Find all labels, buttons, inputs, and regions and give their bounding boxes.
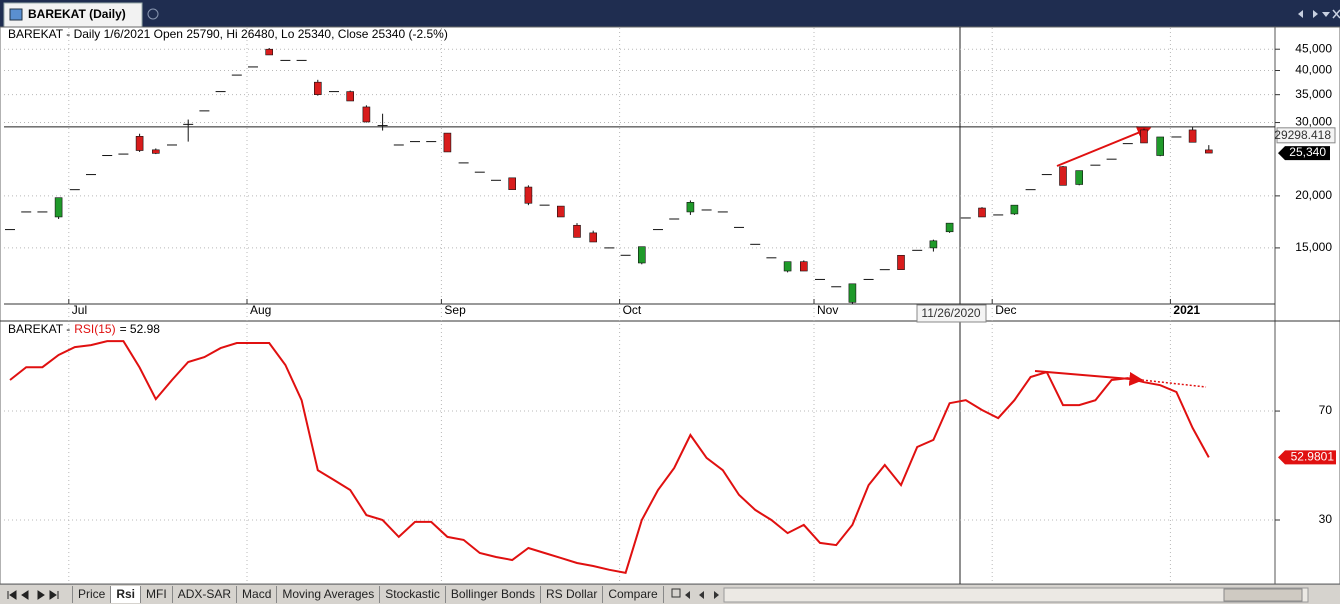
candle-body [265,48,274,56]
x-tick-label: Nov [817,303,838,317]
x-tick-label: Dec [995,303,1016,317]
candle-body [1010,204,1019,215]
x-tick-label: 2021 [1173,303,1200,317]
tab-strip: Price Rsi MFI ADX-SAR Macd Moving Averages Sto… [72,586,664,603]
x-tick-label: Sep [444,303,466,317]
lock-icon[interactable] [671,588,681,597]
candle-body [573,224,581,238]
crosshair-value: 29298.418 [1274,128,1331,142]
rsi-line [9,340,1210,574]
last-price-label: 25,340 [1289,145,1326,159]
sheet-tab[interactable]: MFI [141,586,173,603]
candle-body [929,240,938,249]
sheet-tab[interactable]: Moving Averages [277,586,381,603]
candle-body [54,197,63,218]
x-tick-label: Aug [250,303,271,317]
last-value-label: 52.9801 [1291,450,1335,464]
rsi-trendline-extension [1141,379,1207,388]
sheet-tab[interactable]: Stockastic [380,586,446,603]
sheet-tab[interactable]: Macd [237,586,278,603]
sheet-tab[interactable]: Rsi [111,586,142,603]
y-tick-label: 40,000 [1295,63,1332,77]
tab-title: BAREKAT (Daily) [28,7,126,21]
candle-body [589,232,598,243]
candle-body [1205,149,1213,154]
candle-body [313,81,322,95]
candle-body [346,91,355,102]
candle-body [1156,136,1164,156]
sheet-tab[interactable]: RS Dollar [541,586,604,603]
bottom-tab-bar: Price Rsi MFI ADX-SAR Macd Moving Averages Sto… [0,584,1340,604]
new-tab-icon[interactable] [147,8,159,20]
price-trendline [1056,126,1152,167]
sheet-tab[interactable]: ADX-SAR [173,586,238,603]
y-tick-label: 30,000 [1295,115,1332,129]
chart-area [0,26,1340,585]
candle-body [637,246,646,264]
candle-body [799,261,808,272]
candle-body [556,205,565,218]
window-tab[interactable] [3,2,143,28]
tab-icon [9,8,23,21]
x-tick-label: Jul [72,303,87,317]
tab-nav-buttons[interactable] [0,586,72,604]
title-bar [0,0,1340,27]
crosshair-value-box [1276,127,1336,144]
candle-body [686,202,695,213]
crosshair-date-box [916,304,987,323]
last-value-marker [1278,450,1336,465]
x-tick-label: Oct [623,303,642,317]
scroll-arrows[interactable] [684,590,719,599]
candle-body [1188,129,1197,143]
sheet-tab[interactable]: Compare [603,586,664,603]
candle-body [152,149,160,154]
scroll-controls [671,587,1309,602]
candle-body [897,254,905,270]
window-nav-icons[interactable] [1298,10,1330,18]
candle-body [524,186,533,204]
candle-body [1075,170,1083,185]
chart-window: BAREKAT (Daily) BAREKAT - Daily 1/6/2021… [0,0,1340,585]
y-tick-label: 45,000 [1295,41,1332,55]
close-icon[interactable] [1332,9,1340,19]
candle-body [783,261,792,272]
candle-body [135,136,144,151]
sheet-tab[interactable]: Price [73,586,112,603]
candle-body [508,177,517,190]
candle-body [848,283,857,303]
y-tick-label: 35,000 [1295,87,1332,101]
y-tick-label: 70 [1319,403,1333,417]
candle-body [978,207,986,218]
y-tick-label: 30 [1319,512,1333,526]
crosshair-date: 11/26/2020 [921,306,980,320]
last-price-marker [1278,146,1330,161]
candle-body [362,106,371,123]
scroll-thumb[interactable] [1223,588,1303,601]
sheet-tab[interactable]: Bollinger Bonds [446,586,541,603]
rsi-header: BAREKAT - RSI(15) = 52.98 [8,322,160,336]
candle-body [1140,129,1148,144]
y-tick-label: 20,000 [1295,188,1332,202]
scrollbar[interactable] [723,587,1309,602]
y-tick-label: 15,000 [1295,240,1332,254]
candle-body [1059,166,1067,186]
price-header: BAREKAT - Daily 1/6/2021 Open 25790, Hi … [8,27,448,41]
candle-body [443,132,452,153]
candle-body [945,222,954,233]
